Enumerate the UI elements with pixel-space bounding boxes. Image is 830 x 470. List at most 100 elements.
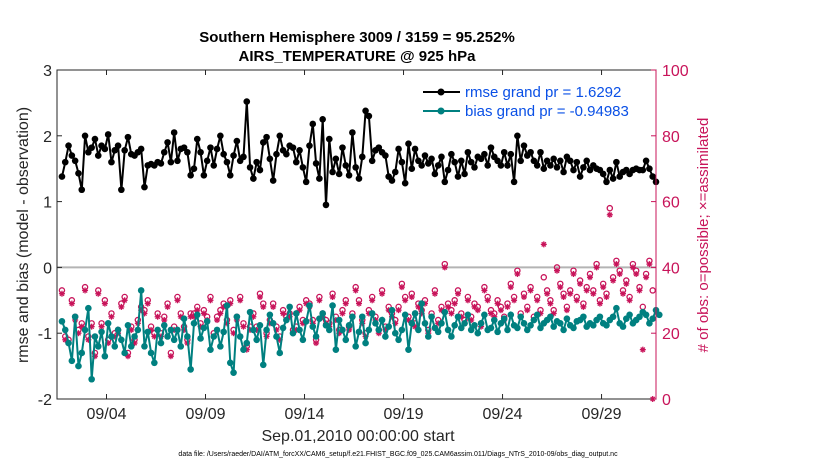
rmse-data-point — [540, 165, 548, 172]
rmse-data-point — [418, 162, 425, 169]
bias-data-point — [444, 326, 452, 334]
rmse-data-point — [101, 145, 109, 153]
bias-data-point — [273, 333, 280, 340]
obs-assimilated-point — [379, 290, 386, 297]
obs-assimilated-point — [240, 323, 247, 330]
x-tick-label: 09/04 — [86, 406, 126, 423]
rmse-data-point — [273, 150, 280, 158]
bias-data-point — [220, 328, 227, 336]
bias-data-point — [167, 326, 175, 334]
rmse-data-point — [388, 177, 396, 184]
bias-data-point — [520, 320, 528, 327]
bias-data-point — [78, 349, 86, 357]
rmse-data-point — [184, 148, 191, 156]
bias-data-point — [441, 308, 449, 316]
bias-data-point — [352, 343, 359, 350]
obs-assimilated-point — [507, 284, 514, 291]
rmse-data-point — [240, 153, 247, 161]
rmse-data-point — [289, 144, 297, 151]
bias-data-point — [256, 322, 264, 329]
rmse-data-point — [164, 139, 171, 146]
bias-data-point — [368, 310, 376, 317]
bias-data-point — [243, 339, 251, 347]
bias-data-point — [289, 329, 297, 337]
bias-data-point — [474, 329, 482, 337]
bias-data-point — [325, 326, 333, 334]
rmse-data-point — [355, 175, 363, 182]
obs-assimilated-point — [573, 297, 580, 304]
rmse-data-point — [599, 170, 607, 178]
bias-data-point — [85, 304, 92, 312]
rmse-data-point — [246, 164, 254, 171]
obs-assimilated-point — [217, 310, 224, 317]
rmse-data-point — [537, 148, 544, 156]
rmse-data-point — [104, 131, 112, 138]
rmse-data-point — [296, 146, 303, 154]
obs-assimilated-point — [520, 294, 527, 301]
obs-assimilated-point — [58, 290, 65, 297]
obs-assimilated-point — [511, 297, 518, 304]
bias-data-point — [134, 326, 142, 334]
bias-data-point — [154, 326, 161, 334]
bias-data-point — [342, 336, 350, 344]
bias-data-point — [609, 313, 617, 321]
obs-assimilated-point — [101, 300, 108, 307]
obs-assimilated-point — [256, 294, 263, 301]
bias-data-point — [164, 333, 171, 340]
y-right-tick-label: 60 — [662, 195, 680, 212]
bias-data-point — [223, 302, 231, 309]
bias-data-point — [434, 328, 442, 336]
x-axis-label: Sep.01,2010 00:00:00 start — [261, 428, 455, 445]
rmse-data-point — [207, 144, 214, 151]
rmse-data-point — [269, 177, 277, 184]
rmse-data-point — [325, 135, 333, 143]
rmse-data-point — [487, 144, 495, 151]
bias-data-point — [157, 339, 165, 347]
rmse-data-point — [639, 166, 647, 174]
bias-data-point — [65, 339, 72, 347]
rmse-data-point — [573, 158, 581, 166]
obs-assimilated-point — [82, 287, 89, 294]
bias-data-point — [187, 366, 194, 373]
y-tick-label: 0 — [43, 260, 52, 277]
obs-possible-point — [649, 287, 656, 294]
bias-data-point — [68, 357, 76, 365]
bias-data-point — [312, 333, 320, 340]
obs-assimilated-point — [260, 303, 267, 310]
rmse-data-point — [345, 171, 353, 179]
y-right-tick-label: 100 — [662, 63, 689, 80]
rmse-data-point — [438, 153, 445, 161]
bias-data-point — [477, 320, 485, 327]
rmse-data-point — [520, 142, 528, 149]
bias-data-point — [276, 349, 284, 357]
rmse-data-point — [111, 146, 119, 154]
bias-data-point — [457, 324, 465, 332]
rmse-data-point — [210, 162, 218, 169]
bias-data-point — [391, 329, 399, 337]
obs-assimilated-point — [398, 284, 405, 291]
rmse-data-point — [613, 158, 620, 166]
bias-data-point — [362, 339, 369, 347]
bias-data-point — [292, 310, 300, 317]
rmse-data-point — [467, 158, 475, 166]
bias-data-point — [646, 320, 653, 327]
bias-data-point — [246, 308, 254, 316]
obs-assimilated-point — [593, 264, 600, 271]
bias-data-point — [454, 313, 462, 321]
rmse-data-point — [335, 170, 343, 178]
rmse-data-point — [550, 155, 557, 163]
rmse-data-point — [533, 162, 541, 169]
obs-assimilated-point — [98, 323, 105, 330]
bias-data-point — [345, 322, 353, 329]
bias-data-point — [530, 316, 538, 324]
obs-assimilated-point — [369, 297, 376, 304]
bias-data-point — [550, 323, 557, 330]
rmse-data-point — [213, 145, 221, 153]
rmse-data-point — [253, 158, 260, 166]
rmse-data-point — [570, 166, 577, 174]
rmse-data-point — [81, 132, 89, 140]
bias-data-point — [121, 349, 128, 357]
bias-data-point — [527, 322, 534, 329]
rmse-data-point — [365, 112, 373, 120]
bias-data-point — [210, 333, 218, 340]
